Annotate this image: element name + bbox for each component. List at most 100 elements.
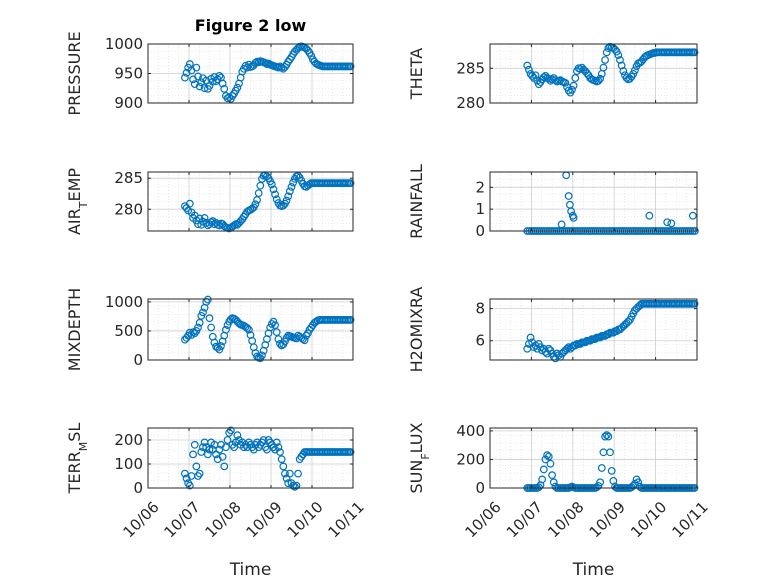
y-tick-label: 6 — [475, 332, 485, 350]
data-point — [192, 63, 201, 72]
data-point — [346, 62, 355, 71]
y-tick-label: 0 — [133, 479, 143, 497]
data-point — [199, 443, 207, 452]
y-tick-label: 1000 — [105, 293, 143, 311]
data-point — [596, 74, 605, 83]
data-point — [614, 51, 623, 60]
y-tick-label: 100 — [114, 455, 143, 473]
data-point — [576, 65, 585, 73]
data-point — [534, 483, 543, 492]
data-point — [307, 51, 316, 60]
subplot-4: 0 1 2 RAINFALL — [407, 164, 699, 240]
data-point — [282, 196, 291, 205]
data-point — [233, 431, 242, 440]
data-point — [690, 299, 699, 308]
y-tick-label: 0 — [475, 222, 485, 240]
data-markers — [523, 171, 699, 235]
data-point — [566, 200, 574, 209]
data-point — [218, 452, 227, 461]
data-point — [230, 443, 239, 452]
data-point — [276, 448, 284, 456]
data-point — [285, 469, 294, 478]
data-point — [253, 196, 261, 204]
data-point — [346, 448, 355, 456]
data-markers — [180, 295, 355, 363]
data-point — [190, 440, 199, 449]
y-tick-label: 8 — [475, 300, 485, 318]
data-point — [543, 451, 552, 460]
data-point — [563, 344, 571, 353]
data-point — [528, 72, 537, 80]
data-point — [346, 179, 355, 188]
data-point — [221, 443, 230, 452]
data-point — [218, 79, 227, 88]
data-point — [525, 65, 533, 74]
data-point — [272, 195, 281, 204]
data-point — [271, 321, 280, 330]
data-point — [254, 189, 263, 198]
data-point — [221, 325, 230, 334]
data-point — [604, 432, 613, 441]
y-tick-label: 950 — [114, 65, 143, 83]
y-axis-label: AIRTEMP — [65, 168, 90, 235]
axes-box — [489, 427, 698, 489]
data-point — [526, 333, 535, 342]
data-point — [180, 469, 189, 478]
data-point — [619, 67, 628, 75]
data-point — [569, 81, 578, 90]
data-point — [634, 478, 643, 487]
data-point — [203, 295, 212, 304]
data-point — [215, 71, 224, 80]
data-point — [281, 469, 289, 478]
data-point — [220, 84, 229, 93]
data-point — [571, 74, 580, 82]
data-point — [346, 316, 355, 324]
data-point — [189, 328, 198, 337]
data-point — [195, 469, 204, 478]
y-axis-label: TERRMSL — [65, 423, 90, 495]
data-point — [226, 315, 235, 324]
y-tick-label: 200 — [456, 450, 485, 468]
data-point — [272, 438, 281, 447]
data-point — [217, 342, 225, 350]
data-markers — [180, 171, 355, 233]
data-point — [292, 481, 301, 490]
data-point — [251, 200, 260, 209]
data-point — [274, 335, 283, 343]
data-point — [194, 323, 202, 332]
data-point — [616, 56, 624, 64]
data-point — [272, 328, 281, 337]
data-point — [185, 481, 194, 490]
x-axis-label: Time — [229, 560, 272, 580]
chart-title: Figure 2 low — [195, 16, 307, 35]
subplot-6: 6 8 H2OMIXRA — [407, 287, 699, 373]
data-markers — [180, 426, 355, 491]
data-point — [233, 83, 242, 92]
y-axis-label: H2OMIXRA — [407, 287, 426, 373]
y-axis-label: SUNFLUX — [407, 422, 432, 493]
x-tick-label: 10/09 — [586, 498, 629, 541]
axes-box — [147, 298, 354, 361]
data-point — [594, 76, 603, 85]
data-point — [531, 71, 540, 80]
data-point — [548, 471, 556, 480]
data-point — [259, 436, 268, 444]
data-point — [195, 82, 204, 91]
data-point — [185, 199, 194, 208]
data-point — [569, 213, 578, 222]
data-point — [261, 58, 270, 67]
y-tick-label: 0 — [475, 479, 485, 497]
y-tick-label: 0 — [133, 351, 143, 369]
x-tick-label: 10/06 — [119, 498, 162, 541]
data-point — [594, 481, 603, 490]
data-point — [277, 455, 286, 464]
y-tick-label: 200 — [114, 431, 143, 449]
data-point — [203, 450, 212, 459]
data-point — [197, 78, 206, 87]
y-tick-label: 400 — [456, 422, 485, 440]
data-point — [220, 462, 229, 471]
x-axis-label: Time — [572, 560, 615, 580]
data-point — [645, 211, 654, 220]
x-tick-label: 10/08 — [544, 498, 587, 541]
